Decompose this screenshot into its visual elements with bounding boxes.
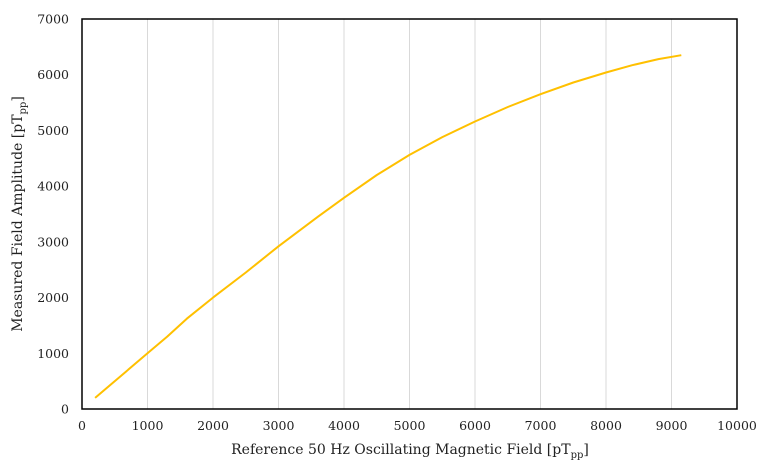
series-line (94, 54, 682, 399)
y-axis-title-end: ] (10, 96, 26, 101)
y-axis-title-sub: pp (18, 102, 29, 115)
x-tick-labels: 0 1000 2000 3000 4000 5000 6000 7000 8000 9000 100… (78, 418, 757, 433)
y-axis-title: Measured Field Amplitude [pTpp] (10, 96, 29, 332)
y-tick-label: 4000 (37, 179, 69, 194)
y-tick-label: 1000 (37, 346, 69, 361)
grid-lines (147, 19, 672, 409)
x-tick-label: 2000 (197, 418, 229, 433)
series-layer (94, 54, 682, 399)
x-tick-label: 1000 (132, 418, 164, 433)
x-tick-label: 4000 (328, 418, 360, 433)
y-tick-label: 0 (61, 402, 69, 417)
y-tick-label: 6000 (37, 67, 69, 82)
y-tick-label: 5000 (37, 123, 69, 138)
x-tick-label: 7000 (525, 418, 557, 433)
x-tick-label: 8000 (590, 418, 622, 433)
x-axis-title-end: ] (583, 442, 588, 458)
x-tick-label: 5000 (394, 418, 426, 433)
plot-frame (81, 18, 738, 410)
y-tick-label: 7000 (37, 12, 69, 27)
x-tick-label: 10000 (717, 418, 757, 433)
x-axis-title-sub: pp (571, 450, 584, 461)
x-tick-label: 3000 (263, 418, 295, 433)
x-axis-title: Reference 50 Hz Oscillating Magnetic Fie… (231, 442, 589, 461)
y-tick-labels: 0 1000 2000 3000 4000 5000 6000 7000 (37, 12, 69, 417)
y-tick-label: 2000 (37, 290, 69, 305)
x-tick-label: 0 (78, 418, 86, 433)
x-tick-label: 6000 (459, 418, 491, 433)
x-axis-title-main: Reference 50 Hz Oscillating Magnetic Fie… (231, 442, 571, 458)
y-tick-label: 3000 (37, 234, 69, 249)
x-tick-label: 9000 (656, 418, 688, 433)
y-axis-title-main: Measured Field Amplitude [pT (10, 114, 26, 332)
